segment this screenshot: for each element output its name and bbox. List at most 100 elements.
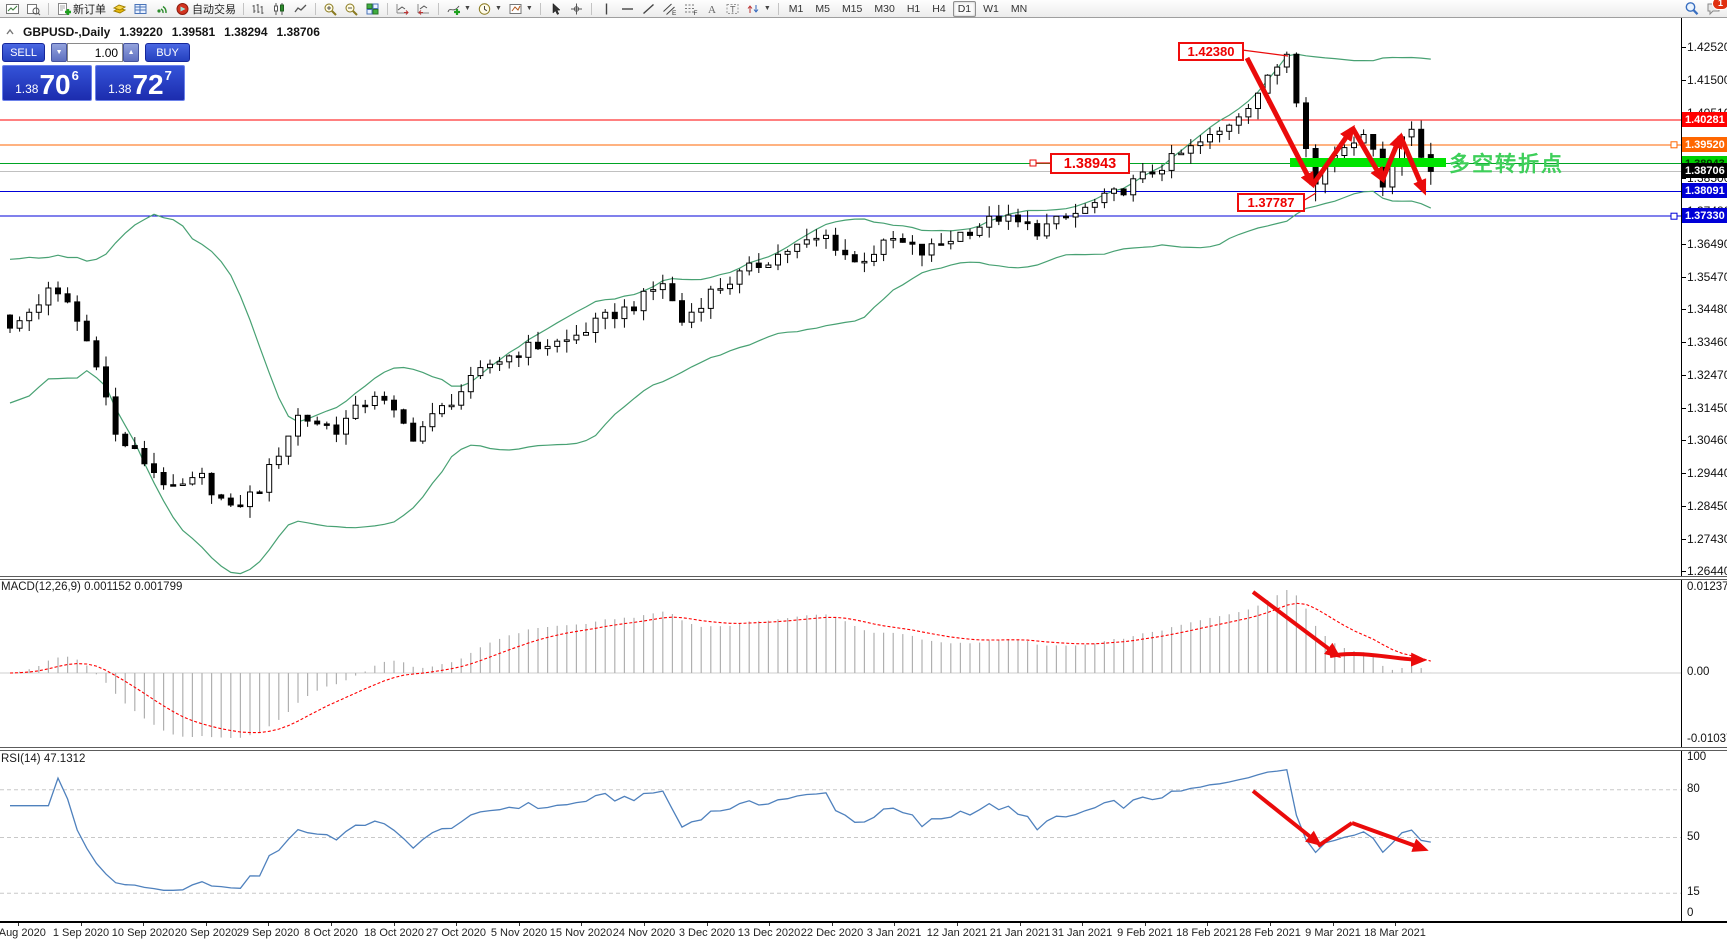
- timeframe-button-w1[interactable]: W1: [983, 2, 999, 15]
- periods-button[interactable]: ▼: [475, 1, 504, 17]
- buy-button[interactable]: BUY: [145, 43, 190, 62]
- time-axis-label: 12 Jan 2021: [926, 927, 988, 939]
- candle-body: [122, 433, 129, 447]
- swing-high-label[interactable]: 1.42380: [1178, 42, 1244, 61]
- new-order-icon: [56, 2, 71, 16]
- volume-increase-button[interactable]: ▲: [123, 43, 140, 62]
- candle-body: [563, 339, 570, 342]
- timeframe-button-m15[interactable]: M15: [841, 2, 863, 15]
- line-chart-icon[interactable]: [291, 1, 310, 17]
- volume-input[interactable]: [67, 43, 124, 62]
- candle-body: [861, 260, 868, 264]
- sell-price-display[interactable]: 1.38 70 6: [2, 65, 92, 101]
- price-tick-label: 1.35470: [1687, 270, 1727, 284]
- market-watch-icon: [112, 2, 127, 16]
- candle-body: [1178, 152, 1185, 156]
- signals-icon[interactable]: [152, 1, 171, 17]
- candle-body: [1255, 92, 1261, 109]
- swing-low-label[interactable]: 1.37787: [1237, 193, 1305, 212]
- candle-body: [1293, 53, 1300, 104]
- price-tick-mark: [1681, 47, 1686, 48]
- time-tick-mark: [769, 923, 770, 926]
- candle-body: [1418, 128, 1425, 158]
- svg-text:A: A: [708, 4, 716, 16]
- templates-button[interactable]: ▼: [506, 1, 535, 17]
- label-icon[interactable]: T: [723, 1, 742, 17]
- candle-body: [1034, 223, 1041, 237]
- time-tick-mark: [957, 923, 958, 926]
- vertical-line-icon[interactable]: [597, 1, 616, 17]
- candle-body: [1341, 147, 1348, 157]
- autotrading-button[interactable]: 自动交易: [173, 1, 238, 17]
- data-window-icon[interactable]: [131, 1, 150, 17]
- bar-chart-icon[interactable]: [249, 1, 268, 17]
- candle-body: [871, 253, 877, 262]
- arrows-button[interactable]: ▼: [744, 1, 773, 17]
- timeframe-button-mn[interactable]: MN: [1010, 2, 1028, 15]
- time-axis-label: 18 Oct 2020: [364, 927, 424, 939]
- timeframe-button-m1[interactable]: M1: [788, 2, 804, 15]
- hline-handle[interactable]: [1670, 212, 1678, 220]
- pane-separator[interactable]: [0, 747, 1727, 751]
- timeframe-button-h1[interactable]: H1: [906, 2, 921, 15]
- candle-body: [429, 413, 436, 428]
- new-order-button[interactable]: 新订单: [54, 1, 108, 17]
- search-icon[interactable]: [1682, 1, 1702, 17]
- hline-handle[interactable]: [1670, 141, 1678, 149]
- ohlc-close: 1.38706: [276, 25, 320, 39]
- price-tick-label: 1.41500: [1687, 73, 1727, 87]
- candle-body: [928, 243, 935, 256]
- candle-body: [103, 366, 109, 398]
- time-axis-label: 3 Dec 2020: [678, 927, 736, 939]
- pane-separator[interactable]: [0, 576, 1727, 580]
- time-tick-mark: [268, 923, 269, 926]
- timeframe-button-d1[interactable]: D1: [952, 0, 977, 17]
- arrows-icon: [746, 2, 761, 16]
- fibonacci-icon[interactable]: F: [681, 1, 700, 17]
- time-axis-label: 29 Sep 2020: [236, 927, 300, 939]
- price-tick-mark: [1681, 440, 1686, 441]
- tile-windows-icon[interactable]: [363, 1, 382, 17]
- chart-profiles-icon: [26, 2, 41, 16]
- zoom-in-icon[interactable]: [321, 1, 340, 17]
- market-watch-icon[interactable]: [110, 1, 129, 17]
- price-tick-mark: [1681, 571, 1686, 572]
- timeframe-button-h4[interactable]: H4: [932, 2, 946, 15]
- price-tick-mark: [1681, 539, 1686, 540]
- chart-profiles-icon[interactable]: [24, 1, 43, 17]
- pivot-zone-bar[interactable]: [1290, 158, 1446, 167]
- time-tick-mark: [644, 923, 645, 926]
- candle-body: [650, 289, 657, 292]
- buy-price-display[interactable]: 1.38 72 7: [95, 65, 185, 101]
- channel-icon[interactable]: E: [660, 1, 679, 17]
- horizontal-line-icon[interactable]: [618, 1, 637, 17]
- candle-body: [1149, 171, 1156, 175]
- chart-shift-icon[interactable]: [414, 1, 433, 17]
- candle-body: [391, 399, 397, 411]
- pivot-price-label[interactable]: 1.38943: [1050, 153, 1130, 174]
- auto-scroll-icon[interactable]: [393, 1, 412, 17]
- indicators-button[interactable]: ▼: [444, 1, 473, 17]
- pivot-annotation-text[interactable]: 多空转折点: [1449, 153, 1564, 176]
- volume-decrease-button[interactable]: ▼: [51, 43, 68, 62]
- timeframe-button-m5[interactable]: M5: [815, 2, 830, 15]
- candle-body: [525, 341, 532, 358]
- cursor-icon[interactable]: [546, 1, 565, 17]
- zoom-out-icon[interactable]: [342, 1, 361, 17]
- candle-body: [1216, 130, 1223, 135]
- notifications-button[interactable]: 1: [1704, 0, 1727, 17]
- timeframe-button-m30[interactable]: M30: [874, 2, 895, 15]
- candle-body: [554, 340, 561, 347]
- text-icon[interactable]: A: [702, 1, 721, 17]
- chevron-down-icon: ▼: [464, 5, 471, 12]
- time-axis-label: 9 Mar 2021: [1305, 927, 1361, 939]
- time-axis-label: 31 Jan 2021: [1051, 927, 1113, 939]
- bollinger-lower-band: [9, 190, 1432, 575]
- candlestick-chart-icon[interactable]: [270, 1, 289, 17]
- trendline-icon[interactable]: [639, 1, 658, 17]
- candle-body: [659, 283, 666, 291]
- crosshair-icon[interactable]: [567, 1, 586, 17]
- sell-button[interactable]: SELL: [2, 43, 46, 62]
- time-axis-label: 21 Jan 2021: [989, 927, 1051, 939]
- new-chart-icon[interactable]: [3, 1, 22, 17]
